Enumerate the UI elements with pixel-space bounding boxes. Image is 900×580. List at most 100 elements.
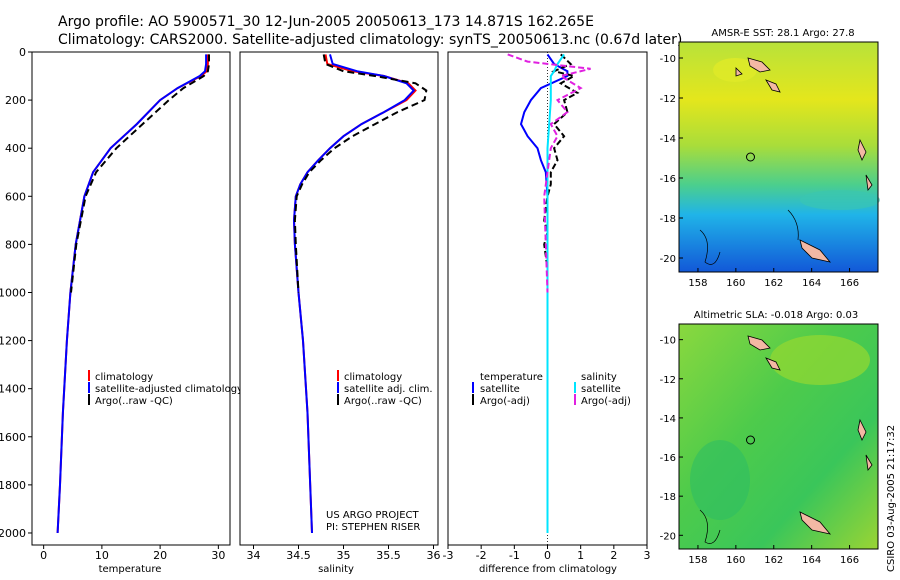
x-tick-label: 10	[95, 549, 109, 562]
map-y-tick-label: -16	[660, 174, 676, 185]
contour-line	[699, 229, 721, 265]
map-y-tick-label: -14	[660, 414, 676, 425]
sla-contours	[699, 509, 721, 544]
x-tick-label: 34.5	[286, 549, 311, 562]
sla-map-panel: Altimetric SLA: -0.018 Argo: 0.03 158 160…	[660, 310, 879, 566]
salinity-plot-frame	[239, 51, 439, 546]
difference-series	[507, 53, 591, 533]
sla-x-ticks: 158 160 162 164 166	[688, 545, 859, 566]
sst-warm-patch	[713, 58, 757, 82]
title-line-1: Argo profile: AO 5900571_30 12-Jun-2005 …	[58, 14, 594, 30]
island-shape	[747, 57, 771, 73]
sst-map-panel: AMSR-E SST: 28.1 Argo: 27.8	[660, 28, 880, 289]
map-x-tick-label: 160	[726, 278, 745, 289]
x-tick-label: 36	[427, 549, 441, 562]
sst-field	[679, 42, 878, 272]
salinity-panel: 34 34.5 35 35.5 36 salinity climatology sate…	[239, 51, 441, 575]
island-shape	[747, 335, 771, 351]
legend-label-temp-argo: Argo(-adj)	[480, 396, 530, 407]
map-y-tick-label: -16	[660, 453, 676, 464]
y-tick-label: 400	[5, 142, 26, 155]
sla-islands	[747, 335, 873, 535]
map-x-tick-label: 162	[764, 278, 783, 289]
y-tick-label: 2000	[0, 527, 26, 540]
x-tick-label: 0	[40, 549, 47, 562]
temperature-x-label: temperature	[99, 564, 162, 575]
sst-islands	[735, 57, 873, 263]
sla-map-frame	[678, 323, 879, 550]
sst-contours	[699, 209, 799, 265]
x-tick-label: -2	[476, 549, 487, 562]
sla-argo-marker	[746, 435, 755, 445]
map-y-tick-label: -18	[660, 214, 676, 225]
salinity-legend: climatology satellite adj. clim. Argo(..…	[337, 370, 433, 407]
island-shape	[857, 418, 867, 441]
y-tick-label: 1000	[0, 286, 26, 299]
title-line-2: Climatology: CARS2000. Satellite-adjuste…	[58, 32, 682, 48]
salinity-x-label: salinity	[318, 564, 354, 575]
legend-header-salinity: salinity	[581, 372, 617, 383]
difference-legend-temperature: temperature satellite Argo(-adj)	[472, 372, 543, 407]
map-y-tick-label: -20	[660, 254, 676, 265]
island-shape	[765, 79, 781, 93]
sla-high-patch	[770, 335, 870, 385]
island-shape	[865, 454, 873, 471]
credit-label: CSIRO 03-Aug-2005 21:17:32	[886, 425, 897, 572]
legend-label-satellite: satellite adj. clim.	[344, 384, 433, 395]
island-shape	[765, 357, 781, 371]
x-tick-label: 30	[211, 549, 225, 562]
salinity-series	[292, 54, 428, 534]
x-tick-label: -3	[443, 549, 454, 562]
map-y-tick-label: -12	[660, 94, 676, 105]
temperature-panel: 0 10 20 30 0 200 400 600 800 1000 1200 1400 1600 180…	[0, 46, 243, 575]
island-shape	[857, 138, 867, 161]
map-x-tick-label: 164	[802, 555, 821, 566]
y-tick-label: 1600	[0, 431, 26, 444]
sst-x-ticks: 158 160 162 164 166	[688, 268, 859, 289]
difference-x-ticks: -3 -2 -1 0 1 2 3	[443, 545, 651, 562]
island-shape	[799, 239, 832, 263]
map-y-tick-label: -10	[660, 54, 676, 65]
x-tick-label: 2	[610, 549, 617, 562]
difference-x-label: difference from climatology	[479, 564, 617, 575]
legend-label-satellite: satellite-adjusted climatology	[95, 384, 243, 395]
legend-label-climatology: climatology	[344, 372, 402, 383]
y-tick-label: 1400	[0, 383, 26, 396]
legend-label-sal-argo: Argo(-adj)	[581, 396, 631, 407]
island-shape	[735, 67, 743, 77]
legend-label-sal-satellite: satellite	[581, 384, 621, 395]
sst-map-frame	[678, 41, 879, 273]
legend-header-temperature: temperature	[480, 372, 543, 383]
series-line-2	[70, 54, 210, 293]
difference-legend-salinity: salinity satellite Argo(-adj)	[574, 372, 631, 407]
x-tick-label: 20	[153, 549, 167, 562]
sla-y-ticks: -10 -12 -14 -16 -18 -20	[660, 336, 683, 542]
y-tick-label: 1800	[0, 479, 26, 492]
temperature-legend: climatology satellite-adjusted climatolo…	[88, 370, 243, 407]
series-line-1	[56, 54, 208, 534]
legend-label-temp-satellite: satellite	[480, 384, 520, 395]
map-y-tick-label: -10	[660, 336, 676, 347]
series-line-3	[507, 53, 591, 293]
sst-cool-patch	[800, 190, 880, 210]
map-x-tick-label: 162	[764, 555, 783, 566]
x-tick-label: 35	[337, 549, 351, 562]
x-tick-label: 1	[577, 549, 584, 562]
map-x-tick-label: 166	[840, 555, 859, 566]
map-x-tick-label: 166	[840, 278, 859, 289]
sla-map-title: Altimetric SLA: -0.018 Argo: 0.03	[694, 310, 859, 321]
project-label: US ARGO PROJECT	[326, 510, 420, 521]
y-tick-label: 600	[5, 190, 26, 203]
map-x-tick-label: 158	[688, 278, 707, 289]
sst-map-title: AMSR-E SST: 28.1 Argo: 27.8	[711, 28, 854, 39]
legend-label-climatology: climatology	[95, 372, 153, 383]
legend-label-argo: Argo(..raw -QC)	[344, 396, 422, 407]
island-shape	[799, 511, 832, 535]
y-tick-label: 200	[5, 94, 26, 107]
x-tick-label: 0	[544, 549, 551, 562]
map-x-tick-label: 160	[726, 555, 745, 566]
sst-y-ticks: -10 -12 -14 -16 -18 -20	[660, 54, 683, 265]
legend-label-argo: Argo(..raw -QC)	[95, 396, 173, 407]
map-y-tick-label: -12	[660, 375, 676, 386]
